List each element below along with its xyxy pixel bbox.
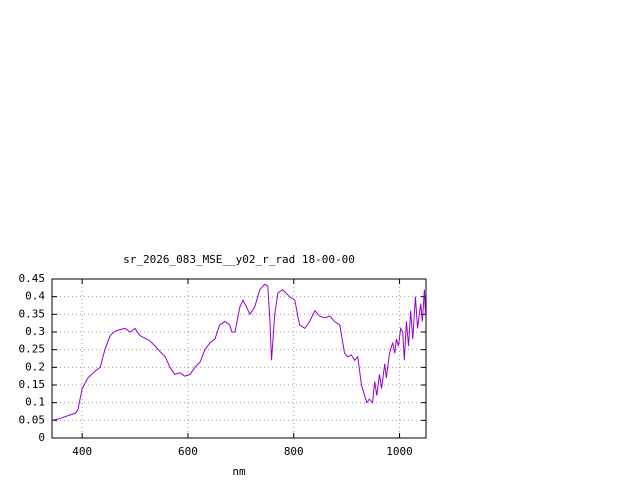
x-axis-label: nm <box>232 465 246 478</box>
y-tick-label: 0.05 <box>19 413 46 426</box>
y-tick-label: 0.1 <box>25 396 45 409</box>
y-tick-label: 0 <box>38 431 45 444</box>
chart-title: sr_2026_083_MSE__y02_r_rad 18-00-00 <box>123 253 355 266</box>
x-tick-label: 1000 <box>386 445 413 458</box>
data-line <box>51 283 426 421</box>
y-tick-label: 0.2 <box>25 360 45 373</box>
y-tick-label: 0.25 <box>19 343 46 356</box>
y-tick-label: 0.15 <box>19 378 46 391</box>
x-tick-label: 400 <box>72 445 92 458</box>
y-tick-label: 0.4 <box>25 290 45 303</box>
x-tick-label: 600 <box>178 445 198 458</box>
y-tick-label: 0.35 <box>19 307 46 320</box>
plot-border <box>51 278 427 439</box>
y-tick-label: 0.45 <box>19 272 46 285</box>
x-tick-label: 800 <box>284 445 304 458</box>
y-tick-label: 0.3 <box>25 325 45 338</box>
